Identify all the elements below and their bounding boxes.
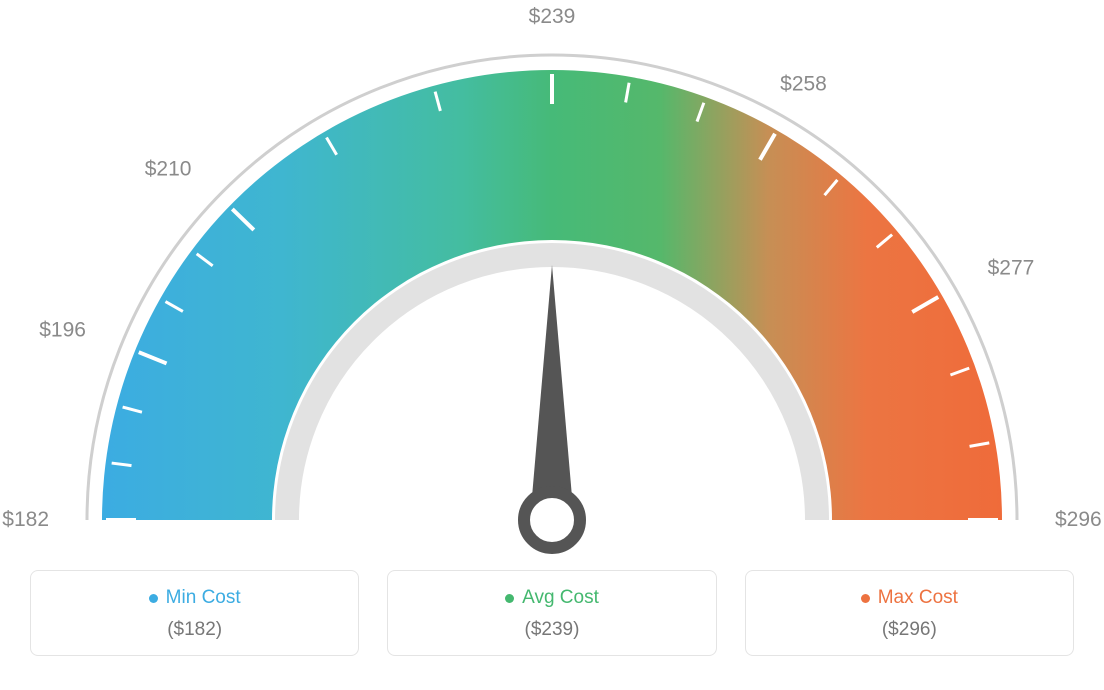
gauge-tick-label: $182 xyxy=(2,508,49,531)
legend-row: Min Cost ($182) Avg Cost ($239) Max Cost ($29… xyxy=(0,570,1104,656)
legend-dot-icon xyxy=(149,594,158,603)
legend-dot-icon xyxy=(505,594,514,603)
legend-label-row: Max Cost xyxy=(756,587,1063,609)
legend-value: ($182) xyxy=(41,619,348,641)
gauge-tick-label: $210 xyxy=(145,157,192,180)
legend-label: Avg Cost xyxy=(522,587,599,609)
gauge-tick-label: $196 xyxy=(39,319,86,342)
legend-label: Max Cost xyxy=(878,587,958,609)
gauge-tick-label: $296 xyxy=(1055,508,1102,531)
legend-card: Max Cost ($296) xyxy=(745,570,1074,656)
legend-label: Min Cost xyxy=(166,587,241,609)
legend-dot-icon xyxy=(861,594,870,603)
legend-label-row: Avg Cost xyxy=(398,587,705,609)
legend-value: ($296) xyxy=(756,619,1063,641)
gauge-tick-label: $258 xyxy=(780,72,827,95)
legend-label-row: Min Cost xyxy=(41,587,348,609)
gauge-chart: $182 $196 $210 $239 $258 $277 $296 xyxy=(0,0,1104,570)
legend-card: Min Cost ($182) xyxy=(30,570,359,656)
gauge-hub xyxy=(524,492,580,548)
gauge-tick-label: $277 xyxy=(988,257,1035,280)
legend-value: ($239) xyxy=(398,619,705,641)
gauge-needle xyxy=(530,265,574,520)
gauge-tick-label: $239 xyxy=(529,5,576,28)
legend-card: Avg Cost ($239) xyxy=(387,570,716,656)
